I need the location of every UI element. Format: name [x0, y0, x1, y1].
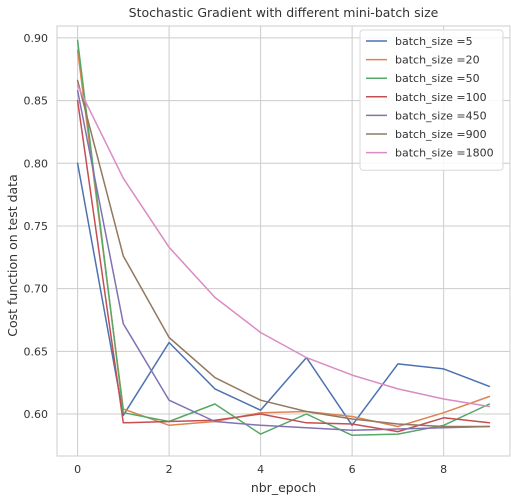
x-tick-label: 6	[349, 463, 356, 476]
y-tick-label: 0.70	[24, 283, 49, 296]
legend-label: batch_size =1800	[395, 147, 494, 160]
y-tick-label: 0.60	[24, 408, 49, 421]
y-axis-label: Cost function on test data	[5, 174, 20, 336]
legend-label: batch_size =100	[395, 91, 487, 104]
y-tick-label: 0.90	[24, 32, 49, 45]
legend: batch_size =5 batch_size =20 batch_size =5…	[359, 29, 504, 171]
y-tick-label: 0.65	[24, 345, 49, 358]
y-tick-label: 0.80	[24, 157, 49, 170]
x-tick-label: 0	[74, 463, 81, 476]
x-axis-label: nbr_epoch	[251, 480, 316, 495]
legend-label: batch_size =5	[395, 35, 473, 48]
legend-label: batch_size =20	[395, 54, 480, 67]
chart-title: Stochastic Gradient with different mini-…	[129, 5, 439, 20]
series-line-6	[76, 84, 491, 408]
x-tick-label: 8	[440, 463, 447, 476]
legend-label: batch_size =900	[395, 128, 487, 141]
legend-label: batch_size =450	[395, 109, 487, 122]
series-line-4	[76, 89, 491, 432]
legend-label: batch_size =50	[395, 72, 480, 85]
series-line-0	[76, 162, 491, 427]
y-tick-label: 0.75	[24, 220, 49, 233]
series-line-2	[76, 39, 491, 437]
x-tick-label: 2	[166, 463, 173, 476]
legend-box	[359, 29, 504, 171]
y-tick-label: 0.85	[24, 95, 49, 108]
series-line-5	[76, 79, 491, 428]
x-tick-label: 4	[257, 463, 264, 476]
